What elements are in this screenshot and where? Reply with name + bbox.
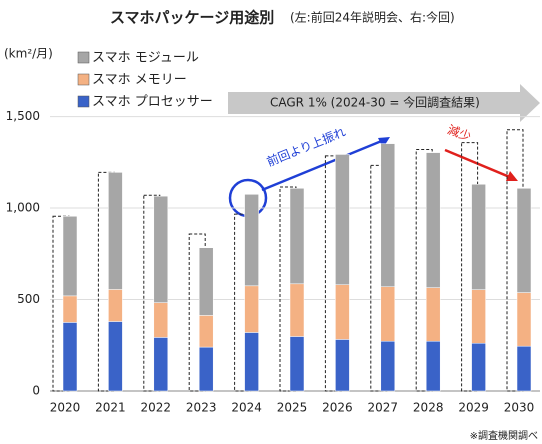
cagr-arrow (228, 84, 540, 122)
x-tick-label: 2024 (231, 401, 262, 415)
bar-segment (244, 285, 259, 333)
previous-bar (143, 194, 161, 392)
bar-segment (516, 188, 532, 293)
x-tick-label: 2022 (141, 401, 172, 415)
bar-segment (153, 302, 169, 338)
bar-segment (380, 340, 396, 392)
bar-segment (153, 195, 169, 303)
legend-label: スマホ プロセッサー (92, 95, 213, 110)
y-tick-label: 1,000 (6, 201, 40, 215)
y-axis-label: (km²/月) (4, 47, 53, 61)
bar-segment (198, 346, 214, 392)
annotation: 減少 (446, 122, 474, 144)
previous-bar (370, 164, 388, 392)
bar-segment (62, 295, 78, 323)
legend-swatch (77, 95, 90, 108)
bar-segment (198, 315, 214, 348)
chart-subtitle: (左:前回24年説明会、右:今回) (290, 10, 455, 25)
bar-segment (380, 286, 396, 342)
bar-segment (335, 154, 350, 285)
y-tick-label: 0 (32, 384, 40, 398)
x-tick-label: 2023 (186, 401, 217, 415)
y-tick-label: 500 (17, 292, 40, 306)
bar-segment (471, 184, 486, 290)
chart-title: スマホパッケージ用途別 (110, 9, 274, 27)
footnote: ※調査機関調べ (470, 429, 538, 442)
previous-bar (234, 213, 252, 392)
bar-segment (108, 289, 123, 322)
bar-segment (471, 343, 486, 392)
bar-segment (335, 284, 350, 340)
bar-segment (516, 345, 532, 392)
bar-segment (244, 194, 259, 287)
legend-label: スマホ モジュール (92, 51, 199, 66)
x-tick-label: 2029 (458, 401, 489, 415)
bar-segment (335, 339, 350, 392)
x-tick-label: 2020 (50, 401, 81, 415)
x-tick-label: 2030 (504, 401, 535, 415)
legend-label: スマホ メモリー (92, 73, 187, 88)
down-arrow-head (506, 171, 518, 181)
x-tick-label: 2028 (413, 401, 444, 415)
bar-segment (471, 289, 486, 344)
bar-segment (289, 336, 305, 392)
bar-segment (289, 188, 305, 285)
previous-bar (188, 233, 206, 392)
bar-segment (516, 292, 532, 347)
bar-segment (289, 283, 305, 337)
up-arrow (261, 138, 385, 192)
y-tick-label: 1,500 (6, 109, 40, 123)
bar-segment (198, 247, 214, 316)
bar-segment (62, 216, 78, 297)
annotation: CAGR 1% (2024-30 = 今回調査結果) (270, 95, 480, 110)
previous-bar (324, 155, 342, 392)
bar-segment (244, 332, 259, 392)
previous-bar (52, 215, 70, 392)
up-arrow-head (378, 137, 390, 148)
legend-swatch (77, 73, 90, 86)
x-tick-label: 2025 (277, 401, 308, 415)
x-tick-label: 2027 (368, 401, 399, 415)
bar-segment (108, 172, 123, 290)
bar-segment (380, 143, 396, 287)
legend-swatch (77, 51, 90, 64)
bar-segment (62, 322, 78, 392)
bar-segment (108, 321, 123, 392)
bar-segment (425, 152, 441, 288)
bar-segment (425, 340, 441, 392)
bar-segment (153, 337, 169, 392)
x-tick-label: 2026 (322, 401, 353, 415)
x-tick-label: 2021 (95, 401, 126, 415)
down-arrow (444, 148, 513, 180)
bar-segment (425, 287, 441, 342)
